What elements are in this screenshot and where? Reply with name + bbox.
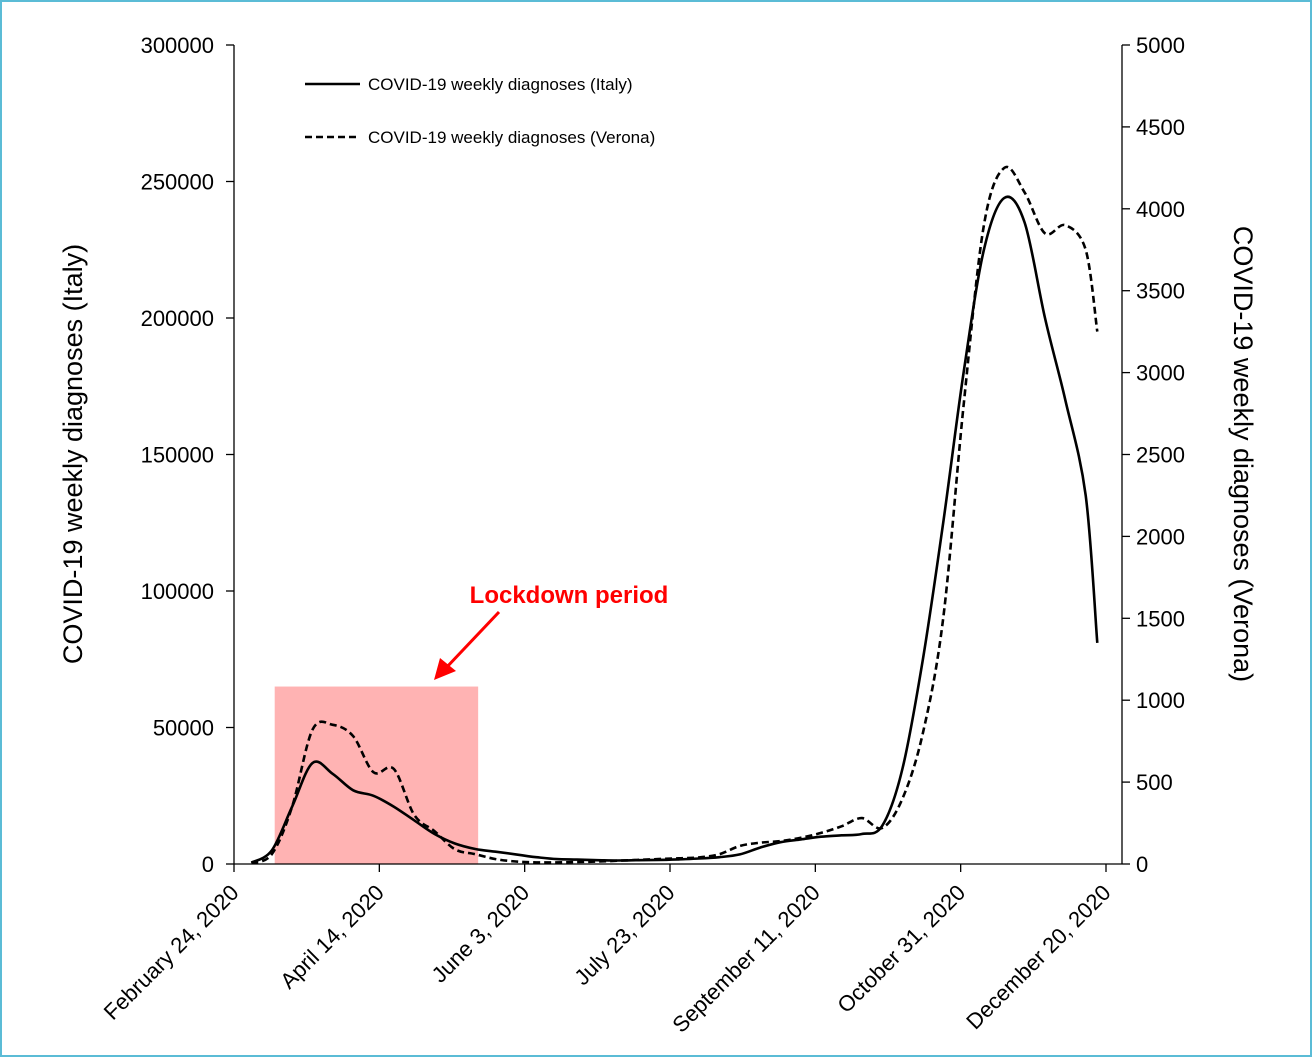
y-left-tick-label: 0	[202, 852, 214, 877]
y-left-tick-label: 250000	[141, 170, 214, 195]
x-tick-label: June 3, 2020	[427, 880, 535, 988]
series-line-italy	[250, 195, 1099, 864]
y-right-tick-label: 5000	[1136, 33, 1185, 58]
legend-label-italy: COVID-19 weekly diagnoses (Italy)	[368, 75, 633, 94]
annotation-group: Lockdown period	[434, 582, 668, 680]
lockdown-arrow-head	[434, 658, 456, 680]
axes-group: 0 50000 100000 150000 200000 250000 300000 0 500…	[99, 33, 1185, 1037]
y-left-tick-label: 200000	[141, 306, 214, 331]
y-axis-right-label: COVID-19 weekly diagnoses (Verona)	[1228, 226, 1258, 682]
x-tick-label: July 23, 2020	[569, 880, 679, 990]
legend: COVID-19 weekly diagnoses (Italy) COVID-1…	[305, 75, 655, 147]
y-left-tick-label: 300000	[141, 33, 214, 58]
x-tick-label: October 31, 2020	[832, 880, 970, 1018]
y-left-tick-label: 100000	[141, 579, 214, 604]
lockdown-arrow-shaft	[443, 610, 501, 671]
y-right-tick-label: 1000	[1136, 688, 1185, 713]
x-tick-label: April 14, 2020	[275, 880, 389, 994]
y-left-tick-label: 150000	[141, 443, 214, 468]
series-line-verona	[250, 165, 1099, 865]
y-right-tick-label: 1500	[1136, 606, 1185, 631]
y-right-tick-label: 0	[1136, 852, 1148, 877]
y-right-tick-label: 500	[1136, 770, 1173, 795]
y-right-tick-label: 2500	[1136, 443, 1185, 468]
y-right-tick-label: 3000	[1136, 361, 1185, 386]
lockdown-label: Lockdown period	[470, 582, 669, 609]
y-right-tick-label: 4500	[1136, 115, 1185, 140]
y-left-tick-label: 50000	[153, 716, 214, 741]
lockdown-region-group	[274, 686, 479, 864]
legend-label-verona: COVID-19 weekly diagnoses (Verona)	[368, 128, 655, 147]
y-right-tick-label: 3500	[1136, 279, 1185, 304]
y-right-tick-label: 4000	[1136, 197, 1185, 222]
x-tick-label: September 11, 2020	[667, 880, 824, 1037]
series-group	[250, 165, 1099, 865]
x-tick-label: December 20, 2020	[961, 880, 1115, 1034]
x-tick-label: February 24, 2020	[99, 880, 244, 1025]
y-right-tick-label: 2000	[1136, 524, 1185, 549]
lockdown-shaded-region	[274, 686, 479, 864]
y-axis-left-label: COVID-19 weekly diagnoses (Italy)	[58, 244, 88, 664]
